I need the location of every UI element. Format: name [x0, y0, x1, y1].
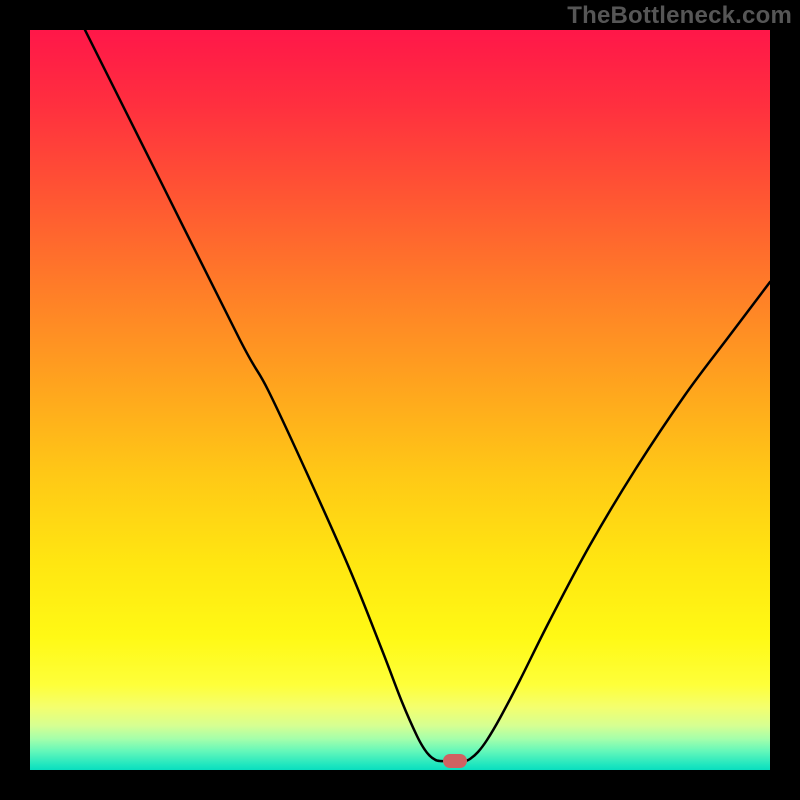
- bottleneck-curve: [85, 30, 770, 761]
- watermark-text: TheBottleneck.com: [567, 2, 792, 30]
- plot-area: [30, 30, 770, 770]
- bottleneck-curve-layer: [30, 30, 770, 770]
- optimal-point-marker: [443, 754, 467, 768]
- chart-container: TheBottleneck.com: [0, 0, 800, 800]
